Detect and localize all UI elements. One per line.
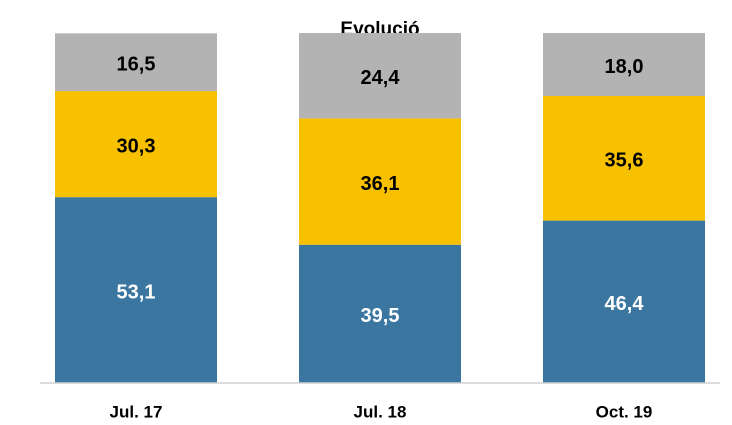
bar-segment — [299, 33, 461, 119]
data-label: 30,3 — [117, 135, 156, 157]
data-label: 24,4 — [361, 67, 401, 89]
x-tick-label: Jul. 17 — [110, 402, 163, 421]
bar-segment — [299, 244, 461, 383]
bar-segment — [55, 91, 217, 198]
data-label: 36,1 — [361, 173, 400, 195]
data-label: 16,5 — [117, 54, 156, 76]
bar-segment — [543, 220, 705, 383]
bar-segment — [55, 197, 217, 383]
bar-segment — [543, 33, 705, 96]
bar-segment — [55, 33, 217, 92]
data-label: 39,5 — [361, 305, 400, 327]
x-tick-label: Jul. 18 — [354, 402, 407, 421]
data-label: 35,6 — [605, 150, 644, 172]
x-tick-label: Oct. 19 — [596, 402, 653, 421]
data-label: 46,4 — [605, 293, 645, 315]
data-label: 53,1 — [117, 281, 156, 303]
bar-segment — [299, 118, 461, 245]
bar-segment — [543, 96, 705, 221]
data-label: 18,0 — [605, 56, 644, 78]
